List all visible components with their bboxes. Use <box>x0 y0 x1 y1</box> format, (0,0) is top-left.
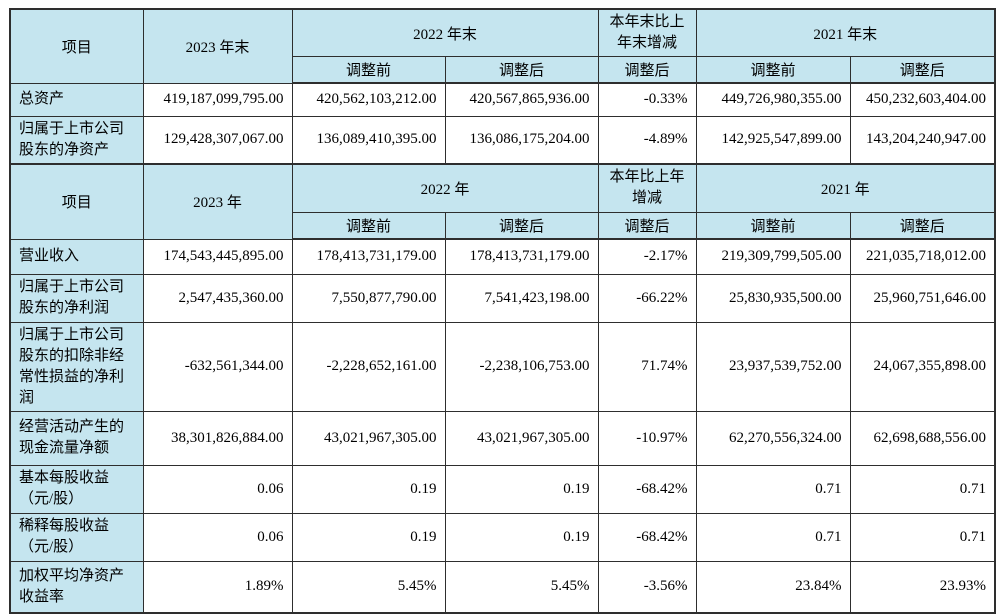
value-cell: 25,960,751,646.00 <box>849 273 996 323</box>
value-cell: -0.33% <box>597 82 697 117</box>
subheader-before-adjustment: 调整前 <box>695 212 851 240</box>
column-header-yoy-change: 本年比上年 增减 <box>597 163 697 213</box>
subheader-after-adjustment: 调整后 <box>597 212 697 240</box>
table-row-net-assets: 归属于上市公司 股东的净资产 129,428,307,067.00 136,08… <box>9 115 996 165</box>
row-label: 总资产 <box>9 82 144 117</box>
value-cell: 449,726,980,355.00 <box>695 82 851 117</box>
subheader-after-adjustment: 调整后 <box>849 56 996 84</box>
value-cell: 7,541,423,198.00 <box>444 273 599 323</box>
financial-summary-table: 项目 2023 年末 2022 年末 本年末比上 年末增减 2021 年末 调整… <box>9 8 997 614</box>
value-cell: -68.42% <box>597 512 697 562</box>
value-cell: 178,413,731,179.00 <box>444 238 599 275</box>
value-cell: 43,021,967,305.00 <box>444 410 599 466</box>
value-cell: 450,232,603,404.00 <box>849 82 996 117</box>
column-header-2022-year-end: 2022 年末 <box>291 8 599 57</box>
subheader-before-adjustment: 调整前 <box>291 212 446 240</box>
year-end-subheader-row: 调整前 调整后 调整后 调整前 调整后 <box>10 56 996 84</box>
table-row-diluted-eps: 稀释每股收益 （元/股） 0.06 0.19 0.19 -68.42% 0.71… <box>9 512 996 562</box>
value-cell: 129,428,307,067.00 <box>142 115 293 165</box>
value-cell: 23.93% <box>849 560 996 614</box>
row-label: 稀释每股收益 （元/股） <box>9 512 144 562</box>
subheader-after-adjustment: 调整后 <box>444 56 599 84</box>
subheader-before-adjustment: 调整前 <box>291 56 446 84</box>
table-row-basic-eps: 基本每股收益 （元/股） 0.06 0.19 0.19 -68.42% 0.71… <box>9 464 996 514</box>
value-cell: -3.56% <box>597 560 697 614</box>
value-cell: 62,698,688,556.00 <box>849 410 996 466</box>
value-cell: 136,086,175,204.00 <box>444 115 599 165</box>
subheader-after-adjustment: 调整后 <box>597 56 697 84</box>
value-cell: 420,567,865,936.00 <box>444 82 599 117</box>
value-cell: 0.19 <box>444 464 599 514</box>
value-cell: 0.71 <box>849 512 996 562</box>
subheader-before-adjustment: 调整前 <box>695 56 851 84</box>
value-cell: 419,187,099,795.00 <box>142 82 293 117</box>
row-label: 归属于上市公司 股东的扣除非经 常性损益的净利 润 <box>9 321 144 412</box>
value-cell: 0.71 <box>695 512 851 562</box>
value-cell: 221,035,718,012.00 <box>849 238 996 275</box>
annual-subheader-row: 调整前 调整后 调整后 调整前 调整后 <box>10 212 996 240</box>
column-header-2023: 2023 年 <box>142 163 293 240</box>
value-cell: -2,228,652,161.00 <box>291 321 446 412</box>
table-row-weighted-average-roe: 加权平均净资产 收益率 1.89% 5.45% 5.45% -3.56% 23.… <box>9 560 996 614</box>
value-cell: 178,413,731,179.00 <box>291 238 446 275</box>
value-cell: 24,067,355,898.00 <box>849 321 996 412</box>
subheader-after-adjustment: 调整后 <box>444 212 599 240</box>
value-cell: 38,301,826,884.00 <box>142 410 293 466</box>
column-header-2021: 2021 年 <box>695 163 996 213</box>
value-cell: 0.71 <box>849 464 996 514</box>
value-cell: 23,937,539,752.00 <box>695 321 851 412</box>
row-label: 经营活动产生的 现金流量净额 <box>9 410 144 466</box>
table-row-total-assets: 总资产 419,187,099,795.00 420,562,103,212.0… <box>9 82 996 117</box>
value-cell: -4.89% <box>597 115 697 165</box>
value-cell: 71.74% <box>597 321 697 412</box>
value-cell: 136,089,410,395.00 <box>291 115 446 165</box>
annual-header-row: 项目 2023 年 2022 年 本年比上年 增减 2021 年 <box>9 163 996 240</box>
row-label: 归属于上市公司 股东的净资产 <box>9 115 144 165</box>
value-cell: -2.17% <box>597 238 697 275</box>
value-cell: -10.97% <box>597 410 697 466</box>
value-cell: 219,309,799,505.00 <box>695 238 851 275</box>
value-cell: 5.45% <box>444 560 599 614</box>
value-cell: 43,021,967,305.00 <box>291 410 446 466</box>
value-cell: 420,562,103,212.00 <box>291 82 446 117</box>
year-end-header-row: 项目 2023 年末 2022 年末 本年末比上 年末增减 2021 年末 <box>9 8 996 84</box>
table-row-revenue: 营业收入 174,543,445,895.00 178,413,731,179.… <box>9 238 996 275</box>
value-cell: 7,550,877,790.00 <box>291 273 446 323</box>
value-cell: -66.22% <box>597 273 697 323</box>
row-label: 加权平均净资产 收益率 <box>9 560 144 614</box>
value-cell: 0.06 <box>142 464 293 514</box>
value-cell: 1.89% <box>142 560 293 614</box>
value-cell: -2,238,106,753.00 <box>444 321 599 412</box>
column-header-2022: 2022 年 <box>291 163 599 213</box>
value-cell: 25,830,935,500.00 <box>695 273 851 323</box>
row-label: 营业收入 <box>9 238 144 275</box>
column-header-yoy-change-year-end: 本年末比上 年末增减 <box>597 8 697 57</box>
value-cell: 143,204,240,947.00 <box>849 115 996 165</box>
table-row-operating-cash-flow: 经营活动产生的 现金流量净额 38,301,826,884.00 43,021,… <box>9 410 996 466</box>
value-cell: 0.19 <box>291 464 446 514</box>
value-cell: 5.45% <box>291 560 446 614</box>
table-row-net-profit: 归属于上市公司 股东的净利润 2,547,435,360.00 7,550,87… <box>9 273 996 323</box>
value-cell: 0.71 <box>695 464 851 514</box>
table-row-net-profit-excl-nonrecurring: 归属于上市公司 股东的扣除非经 常性损益的净利 润 -632,561,344.0… <box>9 321 996 412</box>
value-cell: -68.42% <box>597 464 697 514</box>
value-cell: 0.19 <box>444 512 599 562</box>
value-cell: 23.84% <box>695 560 851 614</box>
value-cell: -632,561,344.00 <box>142 321 293 412</box>
column-header-item: 项目 <box>9 8 144 84</box>
value-cell: 0.06 <box>142 512 293 562</box>
row-label: 基本每股收益 （元/股） <box>9 464 144 514</box>
column-header-2023-year-end: 2023 年末 <box>142 8 293 84</box>
column-header-item: 项目 <box>9 163 144 240</box>
value-cell: 174,543,445,895.00 <box>142 238 293 275</box>
value-cell: 62,270,556,324.00 <box>695 410 851 466</box>
row-label: 归属于上市公司 股东的净利润 <box>9 273 144 323</box>
value-cell: 142,925,547,899.00 <box>695 115 851 165</box>
value-cell: 2,547,435,360.00 <box>142 273 293 323</box>
subheader-after-adjustment: 调整后 <box>849 212 996 240</box>
value-cell: 0.19 <box>291 512 446 562</box>
column-header-2021-year-end: 2021 年末 <box>695 8 996 57</box>
